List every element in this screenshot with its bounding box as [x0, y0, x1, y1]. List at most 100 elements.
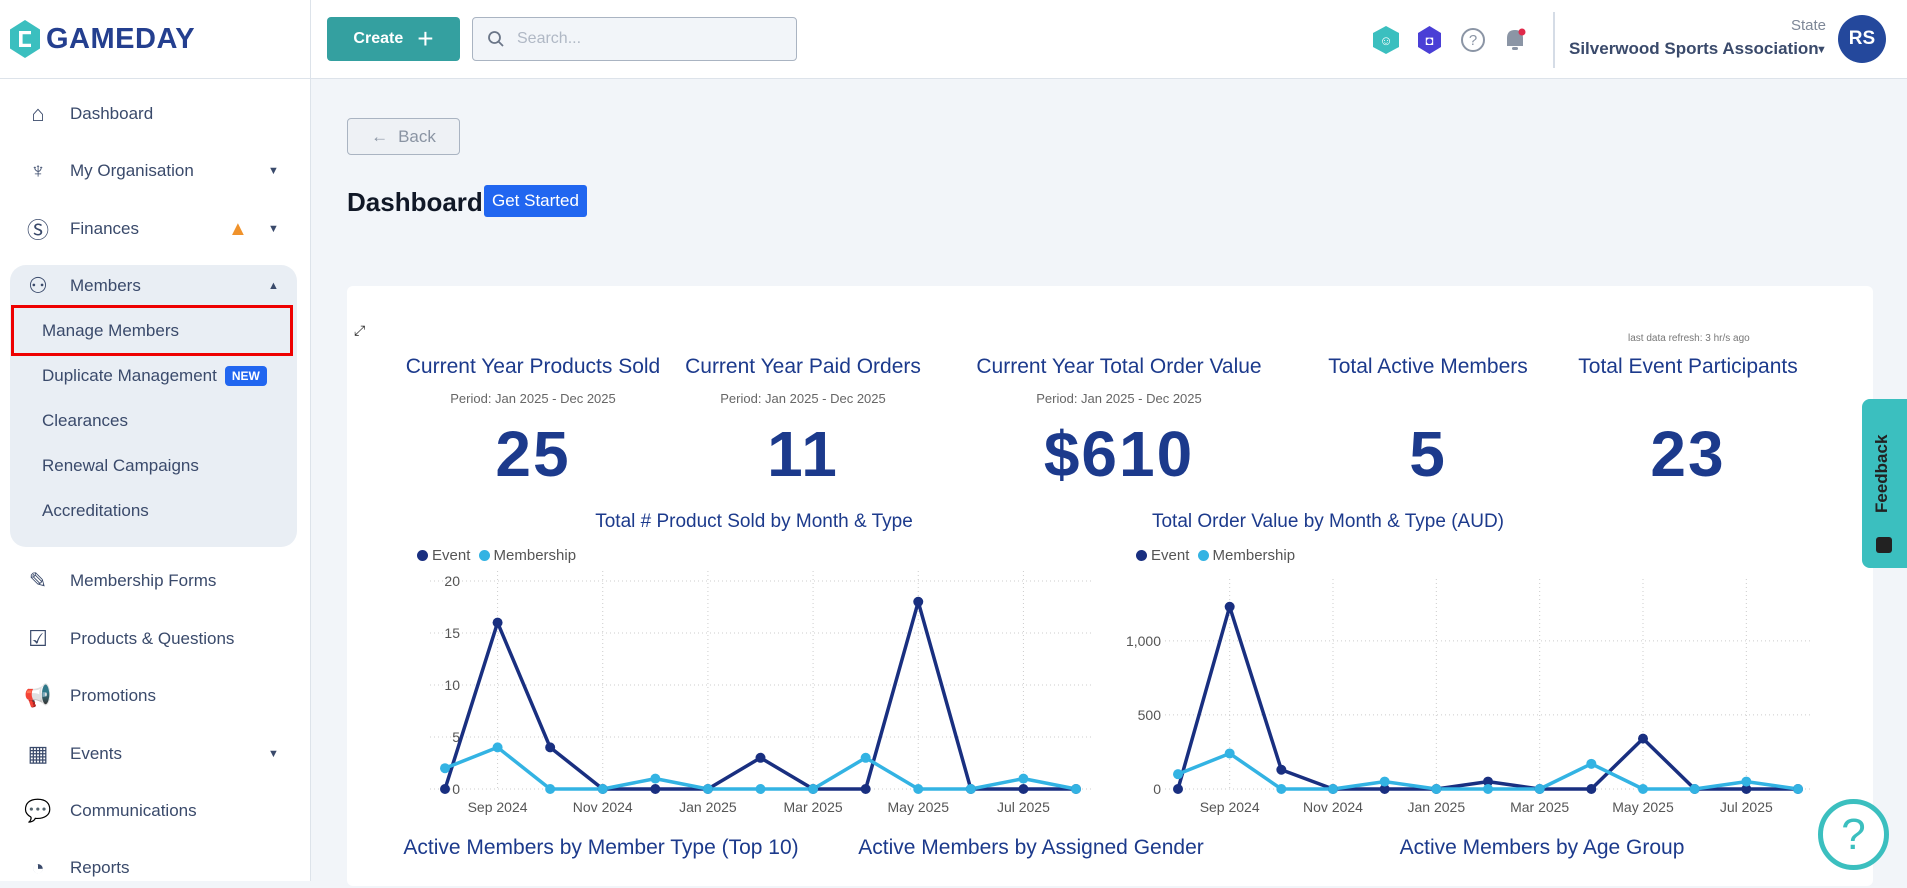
- org-chart-icon: ♆: [29, 158, 47, 183]
- kpi-title: Current Year Products Sold: [405, 355, 661, 378]
- subitem-label: Renewal Campaigns: [42, 456, 199, 475]
- search-icon: [488, 31, 504, 47]
- chart-title-order-value: Total Order Value by Month & Type (AUD): [1151, 511, 1505, 532]
- last-refresh-text: last data refresh: 3 hr/s ago: [1628, 333, 1750, 344]
- new-badge: NEW: [224, 366, 267, 386]
- top-header: [0, 0, 1907, 79]
- sidebar-item-label: My Organisation: [70, 161, 194, 180]
- kpi-value: 25: [495, 418, 571, 490]
- kpi-period: Period: Jan 2025 - Dec 2025: [450, 391, 616, 406]
- notification-bell-icon[interactable]: [1502, 26, 1528, 54]
- kpi-period: Period: Jan 2025 - Dec 2025: [720, 391, 886, 406]
- megaphone-icon: 📢: [24, 683, 52, 708]
- sidebar-subitem-renewal-campaigns[interactable]: Renewal Campaigns: [42, 451, 199, 481]
- chevron-up-icon: ▲: [268, 280, 279, 292]
- header-divider: [1553, 12, 1555, 68]
- kpi-value: 5: [1409, 418, 1447, 490]
- products-icon: ☑: [28, 626, 48, 651]
- kpi-title: Total Active Members: [1328, 355, 1528, 378]
- logo-mark-icon: [10, 20, 40, 58]
- sidebar-item-events[interactable]: ▦ Events ▼: [0, 734, 310, 774]
- members-app-icon[interactable]: ☺: [1373, 26, 1399, 54]
- calendar-icon: ▦: [27, 741, 49, 766]
- sidebar-item-label: Dashboard: [70, 104, 154, 123]
- sidebar-item-finances[interactable]: Ⓢ Finances ▲ ▼: [0, 209, 310, 249]
- logo-text: GAMEDAY: [46, 22, 196, 55]
- sidebar-item-communications[interactable]: 💬 Communications: [0, 791, 310, 831]
- legend-dot-membership: [1197, 550, 1209, 561]
- legend-label: Event: [1151, 547, 1190, 564]
- subitem-label: Duplicate Management: [42, 366, 217, 385]
- kpi-products-sold: Current Year Products Sold Period: Jan 20…: [383, 355, 683, 491]
- chart-title-member-type: Active Members by Member Type (Top 10): [403, 836, 799, 859]
- feedback-label: Feedback: [1872, 434, 1891, 514]
- chart-legend: Event Membership: [1136, 547, 1295, 564]
- chevron-down-icon[interactable]: ▼: [1816, 44, 1827, 56]
- chart-title-age-group: Active Members by Age Group: [1399, 836, 1685, 859]
- subitem-label: Clearances: [42, 411, 128, 430]
- legend-dot-event: [417, 550, 428, 561]
- help-icon[interactable]: ?: [1460, 26, 1486, 54]
- kpi-value: 11: [767, 418, 839, 490]
- legend-label: Membership: [1212, 547, 1296, 564]
- sidebar-item-label: Promotions: [70, 686, 156, 705]
- kpi-value: 23: [1650, 418, 1726, 490]
- chart-legend: Event Membership: [417, 547, 576, 564]
- kpi-period: Period: Jan 2025 - Dec 2025: [1036, 391, 1202, 406]
- sidebar-item-reports[interactable]: ◔ Reports: [0, 848, 310, 888]
- back-label: Back: [398, 126, 436, 146]
- home-icon: ⌂: [31, 101, 45, 126]
- subitem-label: Accreditations: [42, 501, 149, 520]
- chevron-down-icon: ▼: [268, 748, 279, 760]
- kpi-event-participants: Total Event Participants 23: [1538, 355, 1838, 491]
- sidebar-item-members[interactable]: ⚇ Members ▲: [0, 266, 310, 306]
- sidebar-subitem-duplicate-management[interactable]: Duplicate Management NEW: [42, 361, 267, 391]
- back-button[interactable]: ← Back: [347, 118, 460, 155]
- org-switcher[interactable]: Silverwood Sports Association: [1569, 39, 1819, 58]
- highlight-box: [11, 305, 293, 356]
- sidebar-item-label: Reports: [70, 858, 130, 877]
- chevron-down-icon: ▼: [268, 165, 279, 177]
- sidebar-subitem-manage-members[interactable]: Manage Members: [42, 316, 179, 346]
- legend-dot-membership: [478, 550, 490, 561]
- sidebar-item-my-organisation[interactable]: ♆ My Organisation ▼: [0, 151, 310, 191]
- sidebar-item-label: Products & Questions: [70, 629, 235, 648]
- kpi-title: Current Year Paid Orders: [685, 355, 921, 378]
- svg-text:?: ?: [1469, 32, 1477, 49]
- expand-icon[interactable]: ⤢: [354, 322, 366, 338]
- legend-dot-event: [1136, 550, 1147, 561]
- shop-bag-icon[interactable]: ◘: [1418, 26, 1441, 54]
- feedback-tab[interactable]: Feedback: [1862, 399, 1907, 568]
- user-avatar[interactable]: RS: [1838, 15, 1886, 63]
- create-button[interactable]: Create +: [327, 17, 460, 61]
- plus-icon: +: [417, 23, 434, 54]
- members-icon: ⚇: [28, 273, 48, 298]
- dollar-icon: Ⓢ: [26, 218, 49, 243]
- warning-icon: ▲: [228, 217, 248, 240]
- kpi-title: Current Year Total Order Value: [976, 355, 1262, 378]
- chart-title-gender: Active Members by Assigned Gender: [858, 836, 1204, 859]
- chevron-down-icon: ▼: [268, 223, 279, 235]
- kpi-period: [1538, 391, 1838, 407]
- sidebar-item-label: Members: [70, 276, 141, 295]
- sidebar-item-products-questions[interactable]: ☑ Products & Questions: [0, 619, 310, 659]
- search-input[interactable]: [517, 30, 777, 48]
- sidebar-item-label: Finances: [70, 219, 139, 238]
- get-started-button[interactable]: Get Started: [484, 185, 587, 217]
- help-chat-button[interactable]: ?: [1818, 799, 1889, 870]
- form-icon: ✎: [28, 568, 48, 593]
- kpi-title: Total Event Participants: [1578, 355, 1798, 378]
- gameday-logo[interactable]: GAMEDAY: [10, 20, 195, 58]
- search-box[interactable]: [472, 17, 797, 61]
- sidebar-item-dashboard[interactable]: ⌂ Dashboard: [0, 94, 310, 134]
- create-label: Create: [353, 30, 404, 47]
- chat-icon: 💬: [24, 798, 52, 823]
- org-level-label: State: [1790, 17, 1826, 34]
- sidebar-item-membership-forms[interactable]: ✎ Membership Forms: [0, 561, 310, 601]
- kpi-value: $610: [1043, 418, 1195, 490]
- sidebar-subitem-clearances[interactable]: Clearances: [42, 406, 128, 436]
- sidebar-item-label: Events: [70, 744, 122, 763]
- legend-label: Event: [432, 547, 471, 564]
- sidebar-item-promotions[interactable]: 📢 Promotions: [0, 676, 310, 716]
- sidebar-subitem-accreditations[interactable]: Accreditations: [42, 496, 149, 526]
